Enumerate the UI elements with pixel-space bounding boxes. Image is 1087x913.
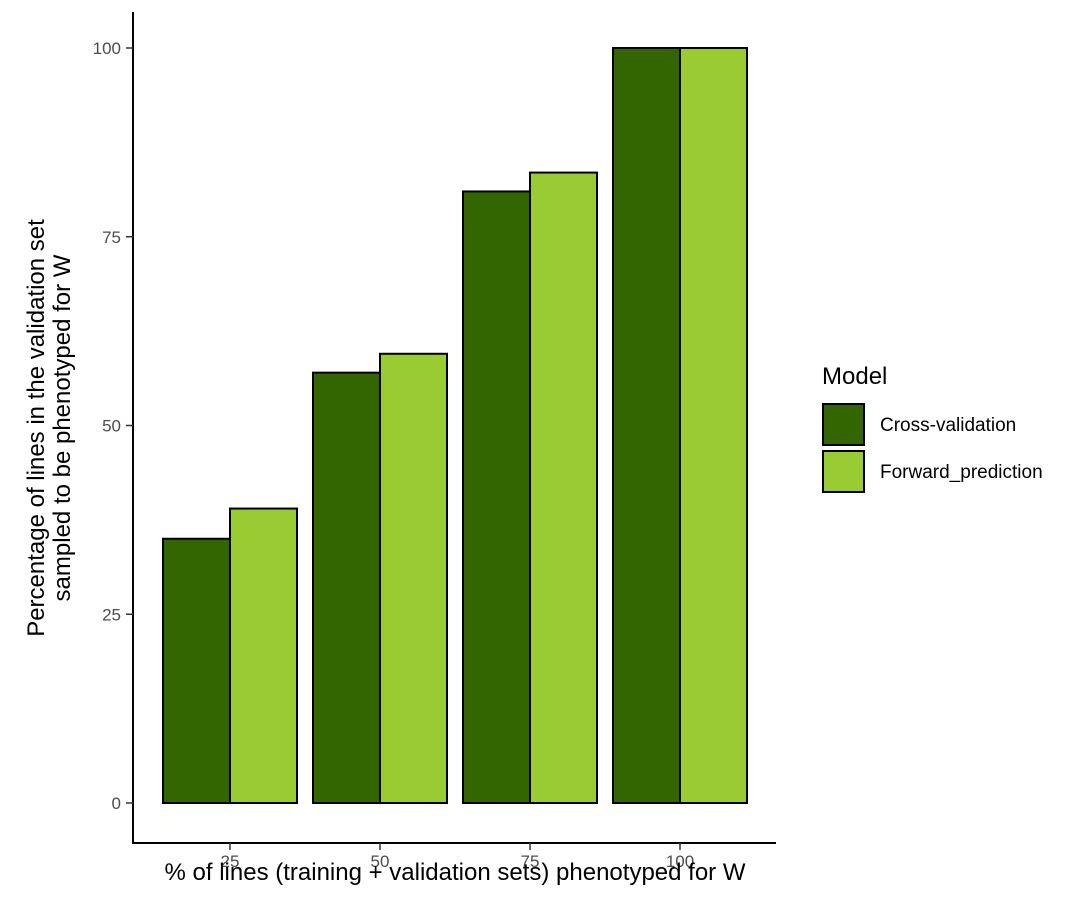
- y-tick-label-0: 0: [112, 794, 121, 813]
- bar-cross-validation-75: [462, 190, 531, 804]
- legend-key-cross-validation: [822, 403, 865, 446]
- bar-forward-prediction-75: [529, 171, 598, 804]
- x-tick-label-100: 100: [666, 852, 694, 871]
- y-tick-label-25: 25: [102, 605, 121, 624]
- bar-cross-validation-100: [612, 47, 681, 804]
- bar-forward-prediction-100: [679, 47, 748, 804]
- y-tick-label-100: 100: [93, 39, 121, 58]
- legend-label-forward-prediction: Forward_prediction: [880, 462, 1043, 483]
- bar-cross-validation-50: [312, 371, 381, 804]
- x-tick-label-75: 75: [521, 852, 540, 871]
- legend-title: Model: [822, 363, 887, 390]
- bar-forward-prediction-50: [379, 352, 448, 804]
- legend-key-forward-prediction: [822, 450, 865, 493]
- x-tick-label-50: 50: [371, 852, 390, 871]
- y-tick-label-50: 50: [102, 417, 121, 436]
- y-tick-label-75: 75: [102, 228, 121, 247]
- y-axis-title-line-1: Percentage of lines in the validation se…: [23, 219, 50, 637]
- y-axis-title: Percentage of lines in the validation se…: [23, 219, 76, 637]
- x-ticks-group: 25 50 75 100: [221, 843, 694, 871]
- legend: Model Cross-validation Forward_predictio…: [822, 363, 1043, 493]
- axes-group: [132, 12, 776, 844]
- x-tick-label-25: 25: [221, 852, 240, 871]
- x-axis-title: % of lines (training + validation sets) …: [165, 859, 746, 886]
- bar-forward-prediction-25: [229, 507, 298, 804]
- y-axis-title-line-2: sampled to be phenotyped for W: [49, 254, 76, 601]
- y-ticks-group: 0 25 50 75 100: [93, 39, 133, 813]
- legend-label-cross-validation: Cross-validation: [880, 415, 1016, 436]
- bars-group: [162, 47, 748, 804]
- bar-cross-validation-25: [162, 537, 231, 804]
